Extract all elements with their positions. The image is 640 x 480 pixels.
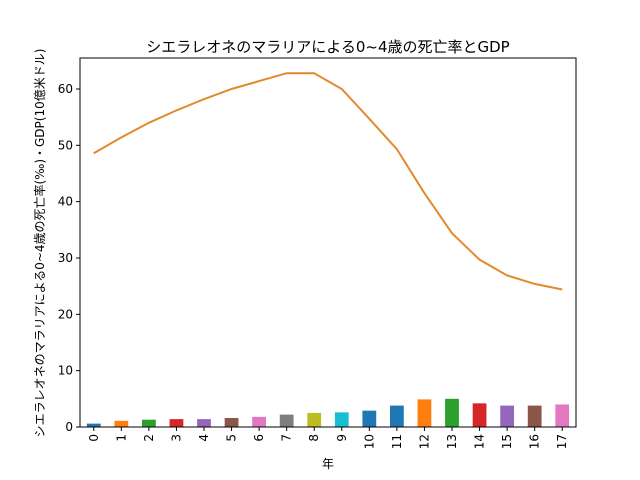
y-tick-label: 60	[58, 82, 73, 96]
x-tick-label: 16	[528, 434, 542, 449]
x-tick-label: 11	[390, 434, 404, 449]
x-tick-label: 5	[225, 434, 239, 442]
x-tick-label: 8	[307, 434, 321, 442]
y-tick-label: 40	[58, 195, 73, 209]
x-tick-label: 2	[142, 434, 156, 442]
x-tick-label: 3	[169, 434, 183, 442]
line-series	[93, 72, 563, 291]
bar	[445, 398, 459, 427]
bar	[362, 410, 377, 427]
bar	[252, 416, 266, 427]
x-tick-label: 6	[252, 434, 266, 442]
x-tick-label: 15	[500, 434, 514, 449]
x-tick-label: 9	[335, 434, 349, 442]
bar	[142, 419, 156, 427]
y-tick-label: 20	[58, 307, 73, 321]
y-tick-label: 0	[65, 420, 73, 434]
bar	[417, 399, 432, 427]
bar	[555, 404, 570, 427]
bar	[307, 412, 322, 427]
x-tick-label: 10	[362, 434, 376, 449]
bar-series	[86, 398, 570, 427]
x-tick-label: 0	[87, 434, 101, 442]
x-tick-label: 13	[445, 434, 459, 449]
y-tick-label: 30	[58, 251, 73, 265]
bar	[500, 405, 514, 427]
y-axis: 0 10 20 30 40 50 60	[58, 82, 80, 434]
x-tick-label: 1	[114, 434, 128, 442]
bar	[197, 419, 211, 427]
x-tick-label: 12	[417, 434, 431, 449]
chart-title: シエラレオネのマラリアによる0~4歳の死亡率とGDP	[146, 38, 509, 56]
bar	[86, 423, 101, 427]
bar	[279, 414, 294, 427]
x-axis-label: 年	[322, 457, 334, 471]
bar	[169, 419, 184, 427]
x-tick-label: 4	[197, 434, 211, 442]
x-axis: 0 1 2 3 4 5 6 7 8 9 10 11 12 13 14 15 16 17	[87, 427, 569, 449]
x-tick-label: 17	[555, 434, 569, 449]
bar	[390, 405, 404, 427]
y-tick-label: 50	[58, 138, 73, 152]
x-tick-label: 7	[280, 434, 294, 442]
plot-frame	[79, 57, 577, 428]
bar	[114, 420, 129, 427]
bar	[224, 417, 239, 427]
bar	[527, 405, 542, 427]
x-tick-label: 14	[473, 434, 487, 449]
y-tick-label: 10	[58, 364, 73, 378]
bar	[334, 412, 349, 427]
y-axis-label: シエラレオネのマラリアによる0~4歳の死亡率(‰)・GDP(10億米ドル)	[32, 49, 47, 438]
bar	[472, 403, 487, 427]
